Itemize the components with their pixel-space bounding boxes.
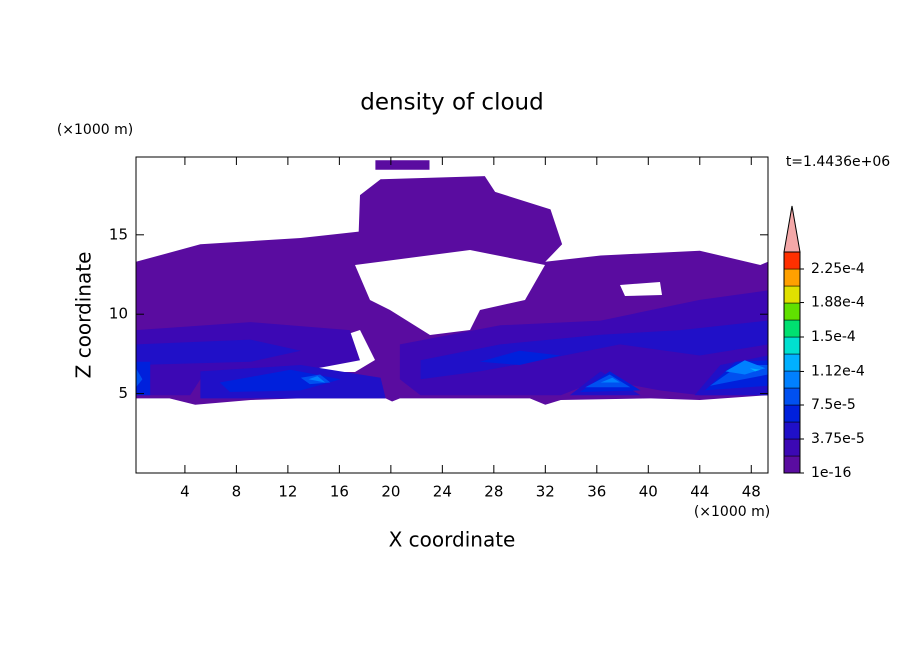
x-tick-label: 24 <box>433 483 452 501</box>
no-cloud-area <box>620 282 662 296</box>
colorbar-box <box>783 370 801 389</box>
colorbar-box <box>783 302 801 321</box>
contour-region <box>308 376 326 383</box>
contour-region <box>136 368 143 388</box>
colorbar-box <box>783 404 801 423</box>
x-axis-label: X coordinate <box>389 528 516 552</box>
contour-region <box>375 160 430 170</box>
contour-region <box>136 339 301 365</box>
y-tick-label: 10 <box>109 305 128 323</box>
x-tick-label: 4 <box>180 483 190 501</box>
colorbar-box <box>783 319 801 338</box>
colorbar-tick-label: 1e-16 <box>811 465 851 481</box>
x-tick-label: 48 <box>742 483 761 501</box>
x-tick-label: 20 <box>381 483 400 501</box>
contour-region <box>420 320 768 380</box>
plot-frame <box>135 156 769 474</box>
colorbar-extension <box>783 205 801 253</box>
colorbar-box <box>783 455 801 474</box>
x-tick-label: 40 <box>639 483 658 501</box>
colorbar-tick-label: 1.12e-4 <box>811 363 865 379</box>
no-cloud-area <box>355 250 545 335</box>
colorbar-box <box>783 285 801 304</box>
x-tick-label: 44 <box>690 483 709 501</box>
colorbar-tick-label: 1.5e-4 <box>811 329 856 345</box>
contour-region <box>219 369 341 392</box>
colorbar-box <box>783 421 801 440</box>
colorbar-box <box>783 251 801 270</box>
contour-region <box>600 377 620 383</box>
colorbar-tick-label: 7.5e-5 <box>811 397 856 413</box>
y-tick-label: 5 <box>118 384 128 402</box>
colorbar-box <box>783 438 801 457</box>
colorbar-tick-label: 1.88e-4 <box>811 295 865 311</box>
colorbar-frame <box>783 251 801 474</box>
y-axis-label: Z coordinate <box>72 252 96 379</box>
colorbar-box <box>783 336 801 355</box>
x-tick-label: 16 <box>330 483 349 501</box>
contour-field-upper <box>136 290 768 399</box>
colorbar-box <box>783 353 801 372</box>
contour-region <box>136 361 151 396</box>
colorbar-box <box>783 387 801 406</box>
x-unit: (×1000 m) <box>694 504 770 520</box>
x-tick-label: 32 <box>536 483 555 501</box>
x-tick-label: 8 <box>232 483 242 501</box>
y-tick-label: 15 <box>109 225 128 243</box>
x-tick-label: 12 <box>278 483 297 501</box>
chart-title: density of cloud <box>360 90 543 116</box>
x-tick-label: 28 <box>484 483 503 501</box>
colorbar-tick-label: 2.25e-4 <box>811 261 865 277</box>
contour-region <box>750 368 761 372</box>
colorbar-box <box>783 268 801 287</box>
contour-region <box>479 350 561 365</box>
colorbar-tick-label: 3.75e-5 <box>811 431 865 447</box>
y-unit: (×1000 m) <box>57 122 133 138</box>
time-label: t=1.4436e+06 <box>786 154 890 170</box>
x-tick-label: 36 <box>587 483 606 501</box>
